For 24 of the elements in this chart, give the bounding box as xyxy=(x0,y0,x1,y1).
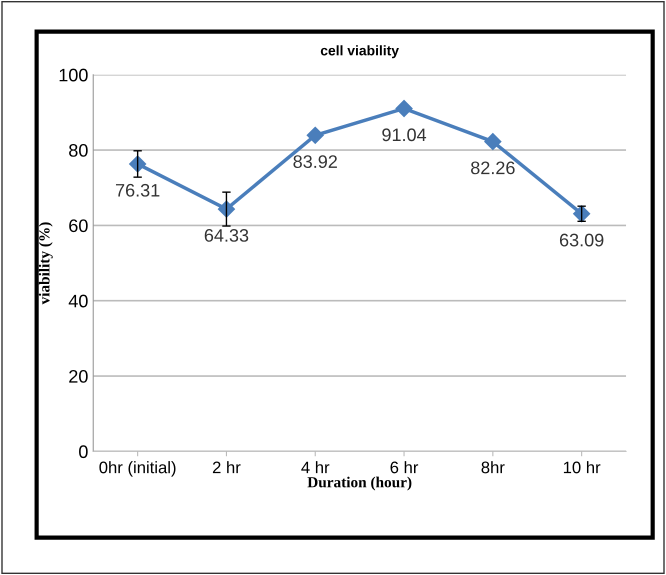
data-label: 63.09 xyxy=(560,234,604,246)
point xyxy=(306,126,324,144)
data-label: 64.33 xyxy=(204,229,248,242)
x-axis-title: Duration (hour) xyxy=(308,476,412,490)
data-label: 83.92 xyxy=(293,155,337,168)
y-axis-title: viability (%) xyxy=(38,222,53,304)
x-tick-label: 8hr xyxy=(482,461,505,474)
data-label: 76.31 xyxy=(116,184,160,197)
x-tick-label: 4 hr xyxy=(301,461,330,474)
point xyxy=(395,100,413,118)
x-tick-label: 10 hr xyxy=(564,461,600,474)
x-tick-label: 6 hr xyxy=(390,461,418,474)
y-tick-label: 80 xyxy=(69,144,88,157)
x-tick-label: 2 hr xyxy=(212,461,241,474)
y-tick-label: 40 xyxy=(68,294,88,308)
point xyxy=(484,133,502,150)
chart-title: cell viability xyxy=(320,45,399,58)
y-tick-label: 60 xyxy=(69,219,88,232)
y-tick-label: 20 xyxy=(69,370,88,383)
y-tick-label: 0 xyxy=(79,445,88,458)
y-tick-label: 100 xyxy=(60,68,88,82)
data-label: 82.26 xyxy=(471,161,515,174)
data-label: 91.04 xyxy=(382,128,426,142)
x-tick-label: 0hr (initial) xyxy=(99,461,176,477)
